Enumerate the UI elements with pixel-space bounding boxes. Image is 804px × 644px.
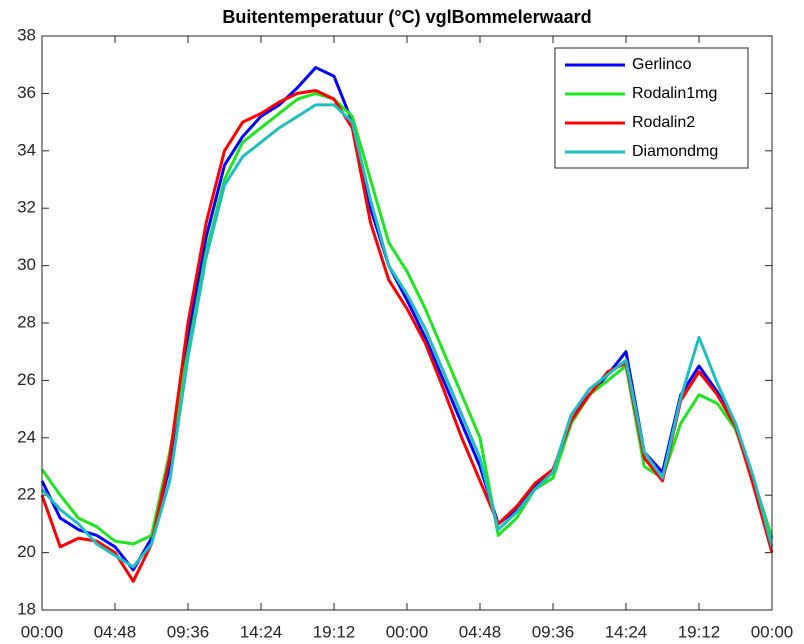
x-tick-label: 09:36 [532,622,575,641]
x-tick-label: 14:24 [605,622,648,641]
x-tick-label: 04:48 [459,622,502,641]
y-tick-label: 38 [17,25,36,44]
y-tick-label: 36 [17,83,36,102]
y-tick-label: 20 [17,542,36,561]
x-tick-label: 09:36 [167,622,210,641]
legend-label: Rodalin1mg [632,85,717,102]
y-tick-label: 30 [17,255,36,274]
x-tick-label: 19:12 [678,622,721,641]
x-tick-label: 04:48 [94,622,137,641]
axes-box [41,35,773,611]
y-tick-label: 22 [17,485,36,504]
series-line [40,89,774,583]
x-tick-label: 00:00 [21,622,64,641]
legend-box [554,47,749,169]
y-tick-label: 18 [17,599,36,618]
legend-label: Diamondmg [632,143,718,160]
x-tick-label: 14:24 [240,622,283,641]
series-line [40,103,774,569]
legend-label: Gerlinco [632,56,692,73]
y-tick-label: 26 [17,370,36,389]
legend-label: Rodalin2 [632,114,695,131]
chart-title: Buitentemperatuur (°C) vglBommelerwaard [222,7,591,27]
x-tick-label: 19:12 [313,622,356,641]
y-tick-label: 34 [17,140,36,159]
x-tick-label: 00:00 [751,622,794,641]
x-tick-label: 00:00 [386,622,429,641]
y-tick-label: 28 [17,312,36,331]
y-tick-label: 24 [17,427,36,446]
y-tick-label: 32 [17,198,36,217]
